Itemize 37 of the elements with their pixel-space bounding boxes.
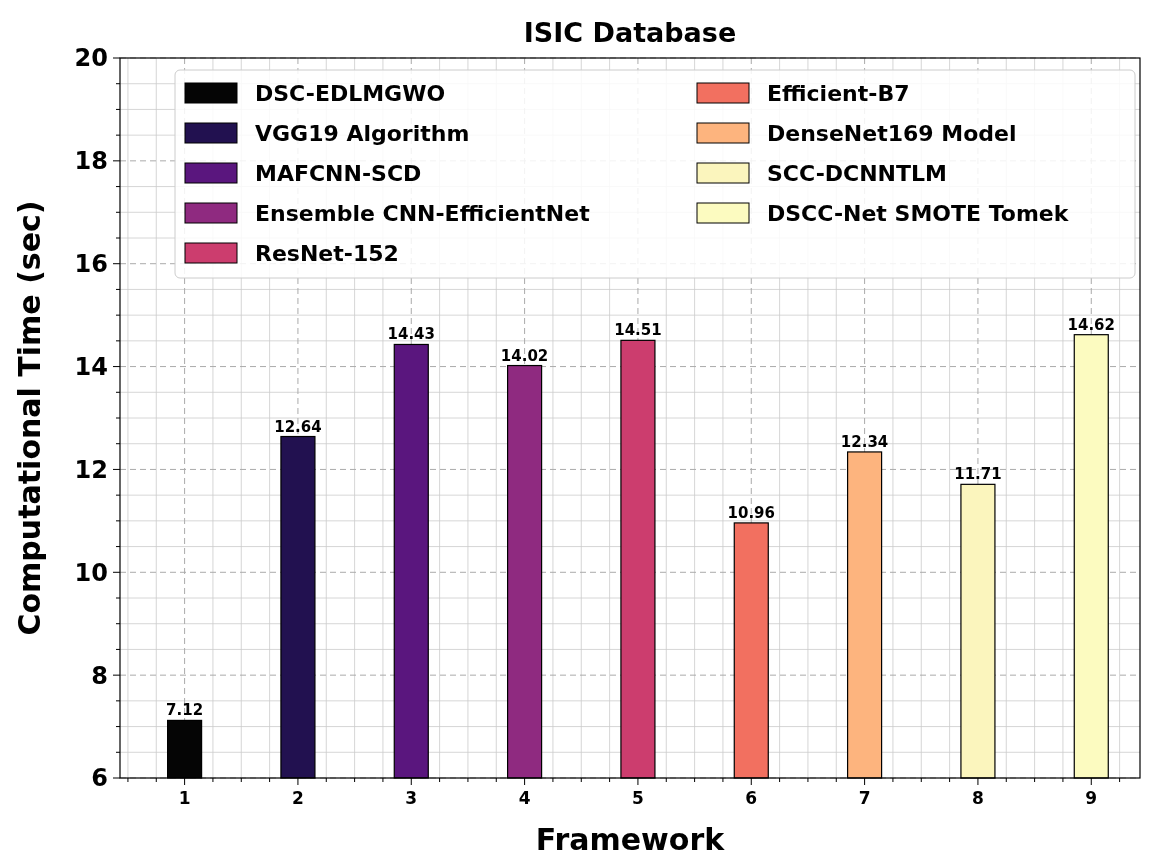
x-tick-label: 9: [1085, 788, 1098, 808]
y-tick-label: 18: [74, 147, 108, 176]
x-tick-label: 4: [518, 788, 531, 808]
y-tick-label: 8: [91, 661, 108, 690]
x-tick-label: 6: [745, 788, 758, 808]
y-tick-label: 16: [74, 250, 108, 279]
x-axis-title: Framework: [535, 822, 726, 856]
y-tick-label: 10: [74, 558, 108, 587]
legend-label: ResNet-152: [255, 240, 399, 266]
y-tick-label: 12: [74, 455, 108, 484]
data-label: 10.96: [727, 503, 775, 522]
y-tick-label: 14: [74, 352, 108, 381]
data-label: 12.64: [274, 417, 322, 436]
legend-label: VGG19 Algorithm: [255, 120, 470, 146]
legend-label: DSC-EDLMGWO: [255, 80, 446, 106]
x-tick-label: 2: [292, 788, 304, 808]
x-tick-label: 5: [632, 788, 644, 808]
x-tick-label: 3: [405, 788, 418, 808]
legend-label: DenseNet169 Model: [767, 120, 1017, 146]
legend-label: SCC-DCNNTLM: [767, 160, 947, 186]
legend-label: Efficient-B7: [767, 80, 910, 106]
data-label: 14.51: [614, 321, 662, 340]
data-label: 14.62: [1067, 315, 1115, 334]
data-label: 12.34: [840, 432, 889, 451]
chart-title: ISIC Database: [523, 17, 737, 48]
y-tick-label: 20: [74, 44, 108, 73]
legend-label: DSCC-Net SMOTE Tomek: [767, 200, 1070, 226]
y-axis-title: Computational Time (sec): [12, 200, 47, 636]
data-label: 11.71: [954, 465, 1002, 484]
x-tick-label: 7: [858, 788, 871, 808]
x-tick-label: 8: [972, 788, 984, 808]
data-label: 7.12: [166, 701, 204, 720]
data-label: 14.02: [500, 346, 549, 365]
legend-label: Ensemble CNN-EfficientNet: [255, 200, 591, 226]
data-label: 14.43: [387, 325, 435, 344]
legend-label: MAFCNN-SCD: [255, 160, 422, 186]
x-tick-label: 1: [178, 788, 191, 808]
